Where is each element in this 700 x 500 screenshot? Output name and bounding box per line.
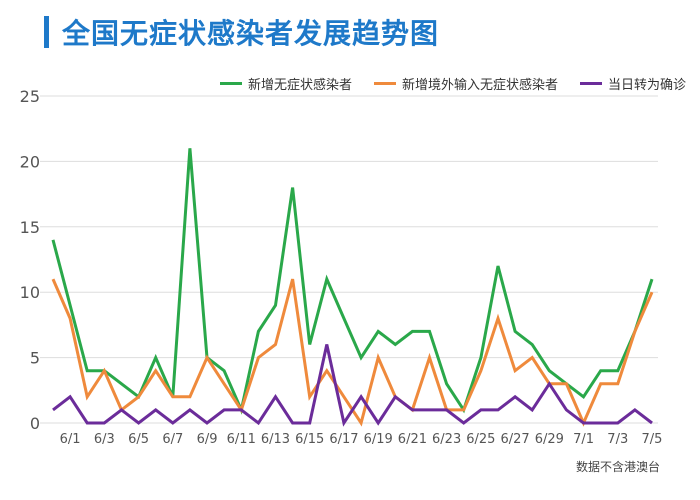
- x-tick-label: 6/25: [466, 432, 495, 447]
- chart-title: 全国无症状感染者发展趋势图: [62, 17, 440, 50]
- y-tick-label: 20: [20, 152, 40, 171]
- y-tick-label: 5: [30, 349, 40, 368]
- y-tick-label: 25: [20, 87, 40, 106]
- series-line-2: [52, 344, 653, 427]
- legend-label-new-asymptomatic: 新增无症状感染者: [247, 78, 352, 93]
- legend-label-imported-asymptomatic: 新增境外输入无症状感染者: [401, 78, 558, 93]
- x-tick-label: 6/29: [535, 432, 564, 447]
- x-tick-label: 6/23: [432, 432, 461, 447]
- series-line-0: [51, 148, 654, 415]
- x-tick-label: 7/5: [642, 432, 663, 447]
- x-tick-label: 7/1: [573, 432, 594, 447]
- legend-label-converted-confirmed: 当日转为确诊: [607, 78, 686, 93]
- y-tick-label: 0: [30, 414, 40, 433]
- legend-swatch-converted-confirmed: [579, 82, 602, 85]
- x-tick-label: 6/5: [128, 432, 149, 447]
- legend-item-converted-confirmed: 当日转为确诊: [579, 74, 686, 93]
- x-tick-label: 6/9: [197, 432, 218, 447]
- title-accent-bar: [44, 16, 49, 48]
- x-tick-label: 6/3: [94, 432, 115, 447]
- legend-item-new-asymptomatic: 新增无症状感染者: [219, 74, 352, 93]
- chart-legend: 新增无症状感染者 新增境外输入无症状感染者 当日转为确诊: [198, 74, 686, 93]
- x-tick-label: 7/3: [607, 432, 628, 447]
- y-tick-label: 10: [20, 283, 40, 302]
- x-tick-label: 6/13: [261, 432, 290, 447]
- x-tick-label: 6/11: [227, 432, 256, 447]
- x-tick-label: 6/7: [162, 432, 183, 447]
- x-tick-label: 6/19: [364, 432, 393, 447]
- y-tick-label: 15: [20, 218, 40, 237]
- chart-footnote: 数据不含港澳台: [575, 460, 660, 474]
- x-tick-label: 6/15: [295, 432, 324, 447]
- x-tick-label: 6/17: [329, 432, 358, 447]
- legend-swatch-imported-asymptomatic: [373, 82, 396, 85]
- x-tick-label: 6/1: [60, 432, 81, 447]
- x-tick-label: 6/27: [500, 432, 529, 447]
- legend-swatch-new-asymptomatic: [219, 82, 242, 85]
- legend-item-imported-asymptomatic: 新增境外输入无症状感染者: [373, 74, 558, 93]
- x-tick-label: 6/21: [398, 432, 427, 447]
